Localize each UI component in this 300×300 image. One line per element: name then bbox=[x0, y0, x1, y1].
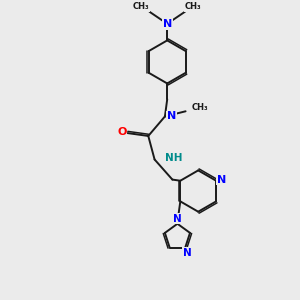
Text: CH₃: CH₃ bbox=[192, 103, 208, 112]
Text: N: N bbox=[173, 214, 182, 224]
Text: N: N bbox=[183, 248, 192, 258]
Text: N: N bbox=[163, 19, 172, 29]
Text: NH: NH bbox=[165, 153, 182, 163]
Text: CH₃: CH₃ bbox=[133, 2, 149, 11]
Text: CH₃: CH₃ bbox=[185, 2, 202, 11]
Text: N: N bbox=[217, 175, 226, 184]
Text: N: N bbox=[167, 111, 176, 122]
Text: O: O bbox=[117, 127, 127, 137]
